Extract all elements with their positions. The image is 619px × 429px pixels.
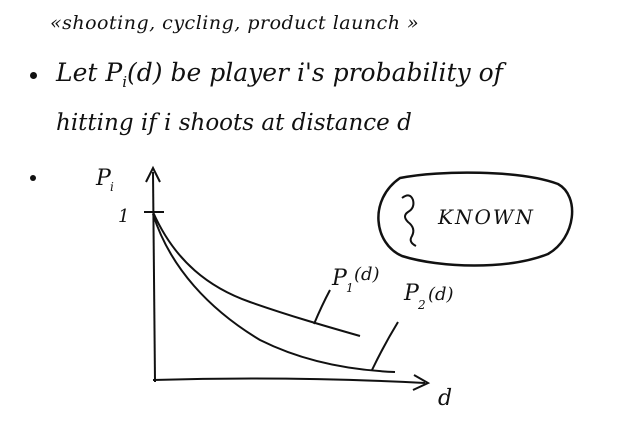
y-axis-label: P [95, 166, 112, 191]
x-axis-label: d [438, 386, 452, 411]
definition-line-1: Let Pi(d) be player i's probability of [56, 58, 503, 91]
curve-p1 [152, 211, 361, 337]
known-label: KNOWN [437, 205, 535, 229]
curve1-label-subscript: 1 [346, 281, 354, 295]
y-axis [152, 171, 156, 383]
y-axis-label-subscript: i [110, 180, 114, 194]
definition-line-2: hitting if i shoots at distance d [56, 110, 412, 136]
curve1-label-arg: (d) [354, 264, 380, 285]
definition-subscript: i [122, 73, 128, 91]
bullet-dot-1 [30, 72, 37, 79]
header-text: «shooting, cycling, product launch » [50, 12, 420, 34]
y-tick-label: 1 [118, 206, 129, 227]
curve1-label: P [331, 266, 348, 291]
definition-rest: (d) be player i's probability of [127, 58, 503, 87]
definition-lead: Let P [56, 58, 123, 87]
y-axis-arrow [145, 165, 161, 183]
leader-p2 [371, 321, 399, 371]
curve-p2 [152, 213, 396, 373]
curve2-label-subscript: 2 [417, 298, 426, 312]
known-squiggle-icon [401, 194, 417, 247]
known-cloud-outline [377, 171, 574, 267]
x-axis-arrow [412, 374, 431, 391]
curve2-label: P [403, 281, 420, 306]
curve2-label-arg: (d) [428, 284, 454, 305]
leader-p1 [313, 289, 331, 325]
x-axis [152, 377, 426, 384]
bullet-dot-2 [30, 175, 36, 181]
